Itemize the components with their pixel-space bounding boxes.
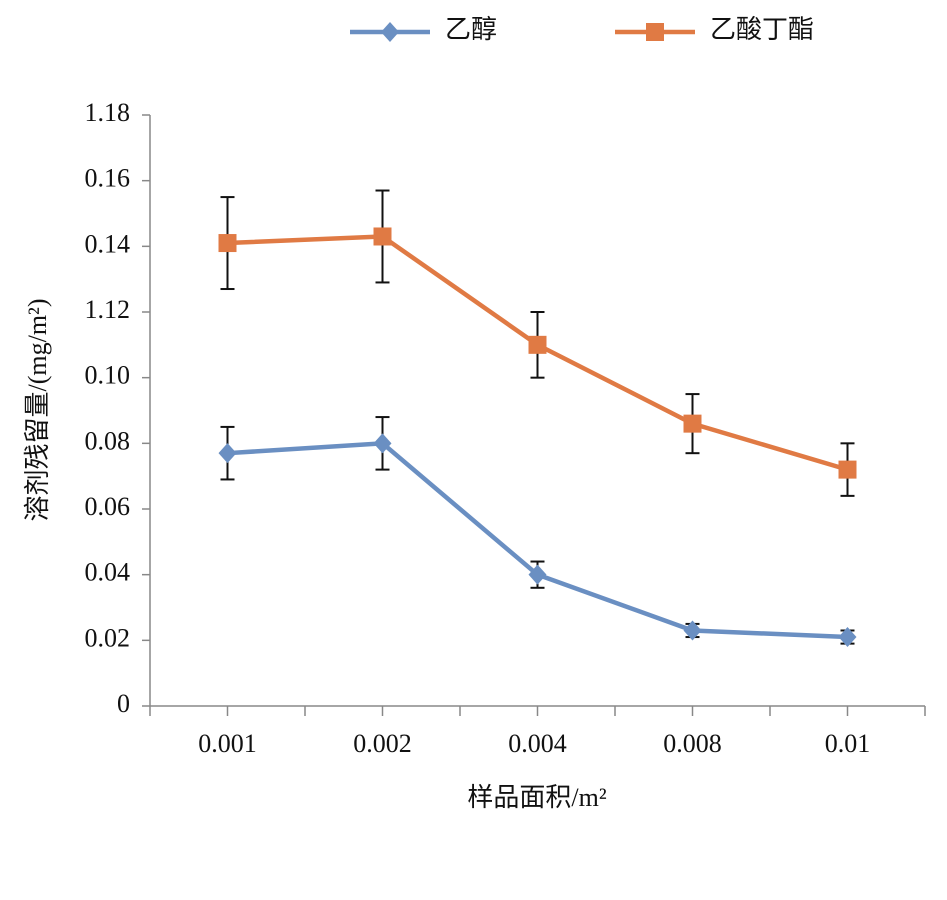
point xyxy=(838,460,857,479)
y-tick-label: 0.16 xyxy=(85,164,131,193)
point xyxy=(683,414,702,433)
y-tick-label: 0 xyxy=(117,689,130,718)
y-tick-label: 0.06 xyxy=(85,492,131,521)
y-tick-label: 0.10 xyxy=(85,361,131,390)
x-axis-label: 样品面积/m² xyxy=(467,783,606,812)
y-tick-label: 1.18 xyxy=(85,98,131,127)
series-line xyxy=(227,441,848,640)
point xyxy=(218,234,237,253)
legend-marker xyxy=(381,22,399,42)
x-tick-label: 0.008 xyxy=(663,729,722,758)
legend-marker xyxy=(646,23,664,41)
point xyxy=(683,620,702,641)
point xyxy=(218,443,237,464)
point xyxy=(373,227,392,246)
y-tick-label: 0.04 xyxy=(85,558,131,587)
point xyxy=(838,627,857,648)
point xyxy=(373,433,392,454)
x-tick-label: 0.002 xyxy=(353,729,412,758)
y-tick-label: 0.14 xyxy=(85,229,131,258)
x-tick-label: 0.01 xyxy=(825,729,871,758)
x-tick-label: 0.004 xyxy=(508,729,567,758)
y-tick-label: 1.12 xyxy=(85,295,131,324)
legend-label: 乙醇 xyxy=(445,15,497,44)
y-axis-label: 溶剂残留量/(mg/m²) xyxy=(23,298,52,521)
point xyxy=(528,564,547,585)
point xyxy=(528,335,547,354)
y-tick-label: 0.08 xyxy=(85,426,131,455)
x-tick-label: 0.001 xyxy=(198,729,257,758)
y-tick-label: 0.02 xyxy=(85,623,131,652)
legend-label: 乙酸丁酯 xyxy=(710,15,814,44)
